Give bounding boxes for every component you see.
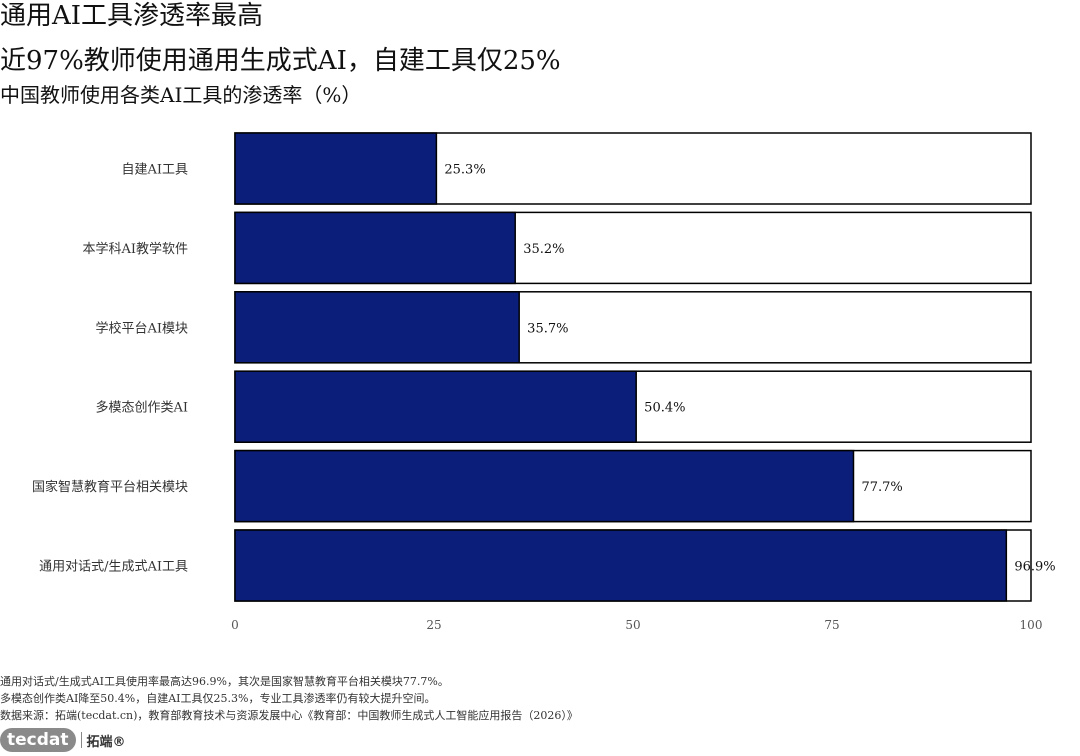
x-tick-label: 25 bbox=[426, 618, 441, 632]
tecdat-logo-mark: tecdat bbox=[0, 728, 76, 752]
bar bbox=[234, 370, 637, 443]
category-label: 自建AI工具 bbox=[121, 163, 188, 178]
value-label: 35.7% bbox=[527, 321, 568, 336]
bar bbox=[234, 211, 516, 285]
bar bbox=[234, 132, 438, 205]
main-title: 通用AI工具渗透率最高 bbox=[0, 1, 264, 31]
logo-divider bbox=[80, 732, 82, 748]
source-note: 数据来源：拓端(tecdat.cn)，教育部教育技术与资源发展中心《教育部：中国… bbox=[0, 709, 578, 722]
x-tick-label: 0 bbox=[231, 618, 239, 632]
category-label: 本学科AI教学软件 bbox=[82, 241, 188, 257]
bar-chart: 自建AI工具 25.3% 本学科AI教学软件 35.2% 学校平台AI模块 35.7% 多模… bbox=[32, 132, 1056, 632]
footnote-line: 通用对话式/生成式AI工具使用率最高达96.9%，其次是国家智慧教育平台相关模块… bbox=[0, 675, 449, 688]
subtitle: 近97%教师使用通用生成式AI，自建工具仅25% bbox=[0, 46, 561, 76]
footnote-line: 多模态创作类AI降至50.4%，自建AI工具仅25.3%，专业工具渗透率仍有较大… bbox=[0, 692, 436, 705]
x-tick-label: 50 bbox=[625, 618, 640, 632]
value-label: 77.7% bbox=[861, 480, 902, 495]
value-label: 35.2% bbox=[523, 242, 564, 257]
chart-title: 中国教师使用各类AI工具的渗透率（%） bbox=[0, 83, 362, 107]
logo-name: 拓端® bbox=[86, 734, 126, 750]
category-label: 国家智慧教育平台相关模块 bbox=[32, 479, 188, 495]
category-label: 多模态创作类AI bbox=[95, 400, 188, 416]
footnotes: 通用对话式/生成式AI工具使用率最高达96.9%，其次是国家智慧教育平台相关模块… bbox=[0, 673, 578, 724]
category-label: 通用对话式/生成式AI工具 bbox=[39, 560, 188, 575]
value-label: 50.4% bbox=[644, 401, 685, 416]
value-label: 25.3% bbox=[444, 163, 485, 178]
x-tick-label: 75 bbox=[824, 618, 839, 632]
category-label: 学校平台AI模块 bbox=[95, 320, 188, 336]
value-label: 96.9% bbox=[1014, 560, 1055, 575]
bar bbox=[234, 291, 520, 364]
bar bbox=[234, 449, 855, 523]
bar bbox=[234, 529, 1008, 602]
brand-logo: tecdat 拓端® bbox=[0, 727, 126, 753]
x-tick-label: 100 bbox=[1020, 618, 1043, 632]
